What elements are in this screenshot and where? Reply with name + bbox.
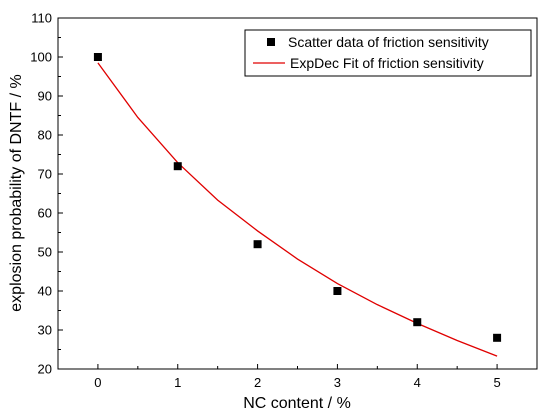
- y-tick-label: 90: [38, 89, 52, 104]
- data-point: [93, 53, 102, 61]
- x-axis: 0 1 2 3 4 5: [94, 364, 501, 390]
- x-tick-label: 4: [414, 375, 421, 390]
- y-tick-label: 110: [31, 11, 52, 26]
- data-point: [493, 333, 502, 342]
- y-tick-label: 30: [38, 323, 52, 338]
- legend-box: [244, 29, 532, 77]
- y-tick-label: 80: [38, 128, 52, 143]
- data-point: [333, 287, 342, 295]
- scatter-points-layer: [93, 53, 502, 342]
- y-tick-label: 70: [38, 167, 52, 182]
- y-tick-label: 100: [30, 50, 52, 65]
- y-tick-label: 40: [38, 284, 52, 299]
- y-tick-label: 50: [38, 245, 52, 260]
- y-axis-title: explosion probability of DNTF / %: [8, 74, 25, 311]
- x-axis-title: NC content / %: [243, 395, 351, 412]
- y-axis: 20 30 40 50 60 70 80 90 100 110: [30, 11, 63, 377]
- legend-label-fit: ExpDec Fit of friction sensitivity: [290, 55, 484, 71]
- fit-curve-layer: [97, 62, 498, 357]
- legend: Scatter data of friction sensitivity Exp…: [244, 29, 532, 77]
- data-point: [413, 318, 422, 327]
- x-tick-label: 0: [94, 375, 101, 390]
- x-tick-label: 5: [493, 375, 500, 390]
- x-tick-label: 3: [334, 375, 341, 390]
- data-point: [253, 240, 262, 249]
- legend-square-marker: [267, 38, 275, 46]
- y-tick-label: 20: [38, 362, 52, 377]
- fit-curve: [97, 62, 498, 357]
- y-tick-label: 60: [38, 206, 52, 221]
- x-tick-label: 1: [174, 375, 181, 390]
- legend-label-scatter: Scatter data of friction sensitivity: [288, 34, 489, 50]
- data-point: [173, 162, 182, 171]
- x-tick-label: 2: [254, 375, 261, 390]
